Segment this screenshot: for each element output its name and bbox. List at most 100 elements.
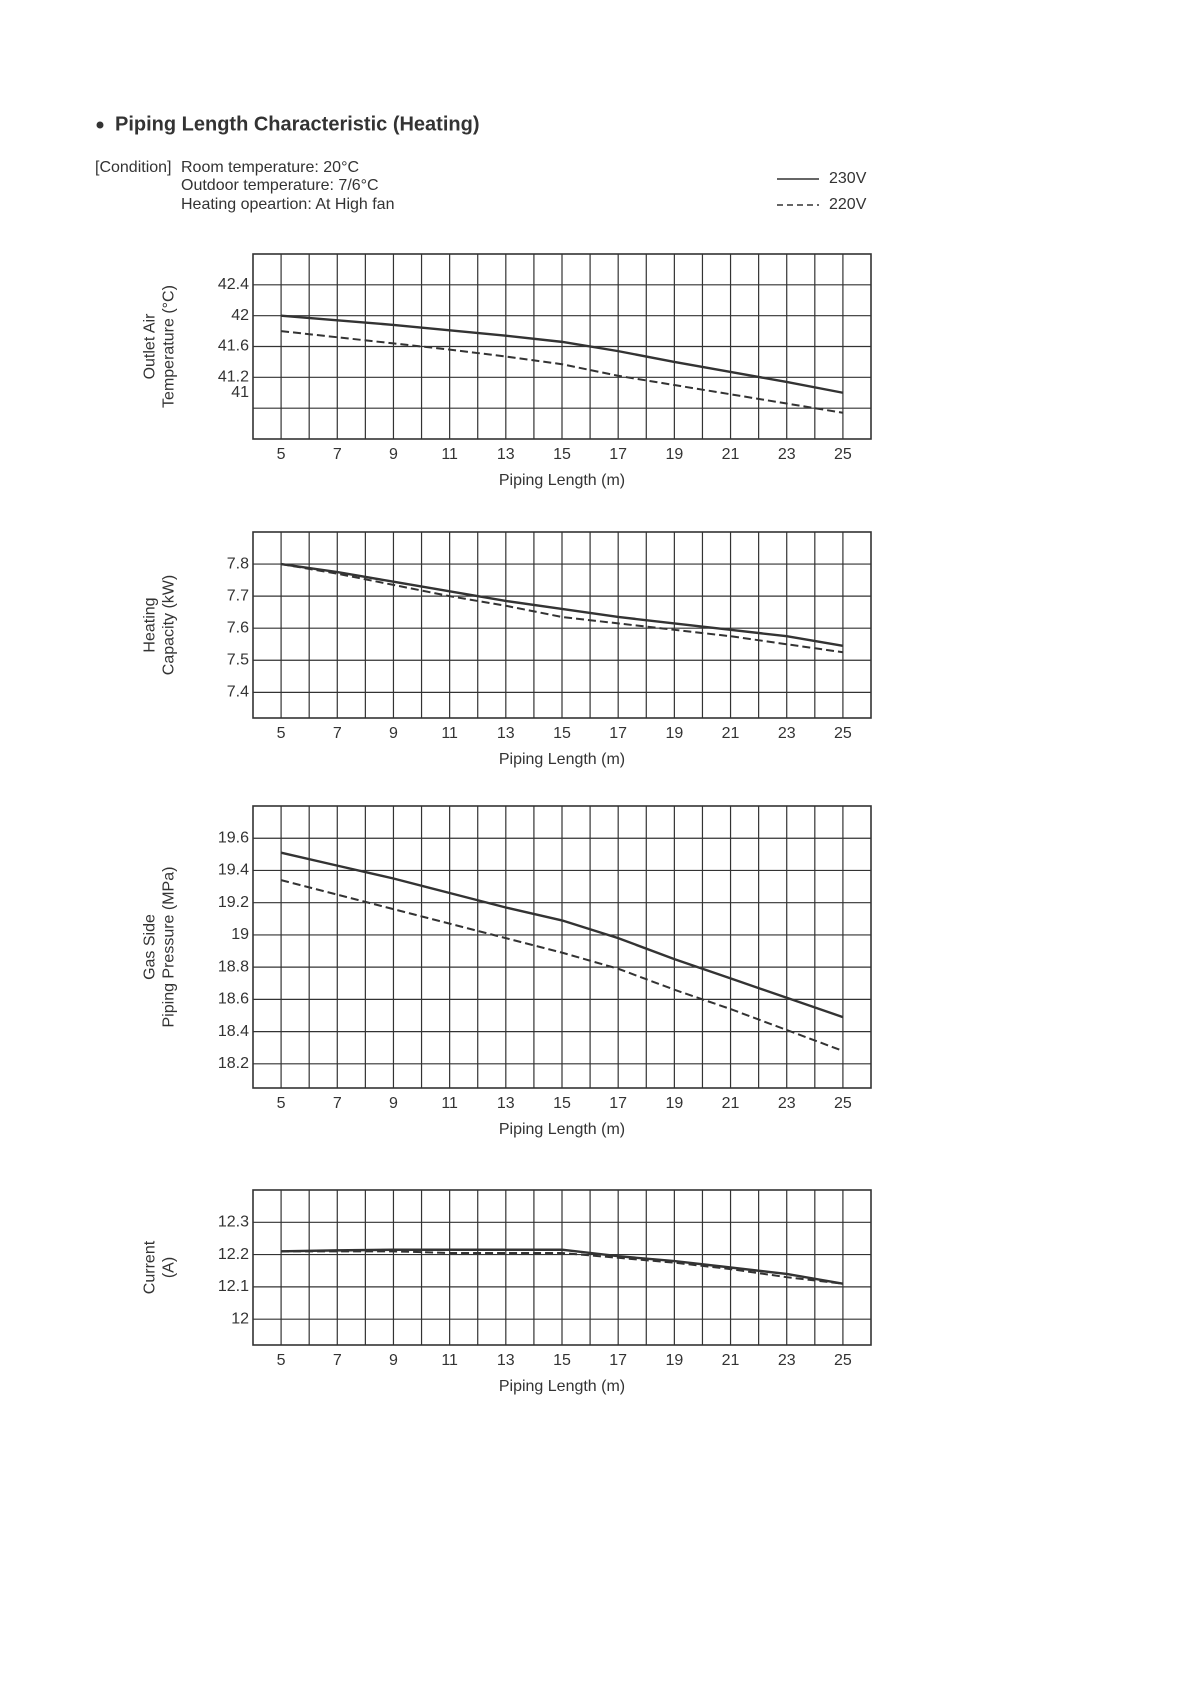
x-tick-label: 15 [553,1352,571,1369]
x-axis-title: Piping Length (m) [499,751,625,768]
y-tick-label: 18.6 [218,991,249,1008]
x-tick-label: 5 [277,446,286,463]
x-tick-label: 5 [277,725,286,742]
x-tick-label: 9 [389,446,398,463]
x-tick-label: 17 [609,446,627,463]
x-tick-label: 21 [722,725,740,742]
y-tick-label: 7.5 [227,651,249,668]
x-tick-label: 7 [333,446,342,463]
y-tick-label: 12.2 [218,1246,249,1263]
condition-line: Room temperature: 20°C [181,159,359,176]
y-tick-label: 41.2 [218,369,249,386]
x-tick-label: 21 [722,1352,740,1369]
x-tick-label: 5 [277,1095,286,1112]
y-axis-title: Outlet Air [142,313,159,379]
y-tick-label: 41 [231,384,249,401]
y-tick-label: 19 [231,926,249,943]
y-tick-label: 12 [231,1310,249,1327]
y-tick-label: 7.7 [227,587,249,604]
y-axis-title: Piping Pressure (MPa) [161,867,178,1028]
plot-frame [252,531,872,719]
x-tick-label: 15 [553,1095,571,1112]
x-tick-label: 23 [778,1095,796,1112]
y-tick-label: 12.1 [218,1278,249,1295]
x-tick-label: 13 [497,725,515,742]
series-line [281,1250,844,1285]
y-tick-label: 18.2 [218,1055,249,1072]
x-axis-title: Piping Length (m) [499,1121,625,1138]
y-tick-label: 12.3 [218,1214,249,1231]
x-tick-label: 19 [665,1352,683,1369]
y-tick-label: 42 [231,307,249,324]
y-tick-label: 19.2 [218,894,249,911]
x-tick-label: 25 [834,446,852,463]
legend-label: 220V [829,196,867,213]
series-line [280,879,844,1052]
legend-label: 230V [829,170,867,187]
y-tick-label: 19.4 [218,862,249,879]
y-tick-label: 18.4 [218,1023,249,1040]
condition-line: Heating opeartion: At High fan [181,196,394,213]
x-tick-label: 19 [665,725,683,742]
y-axis-title: Gas Side [142,914,159,980]
y-tick-label: 7.4 [227,684,249,701]
page-title: Piping Length Characteristic (Heating) [115,113,479,135]
x-tick-label: 25 [834,725,852,742]
x-tick-label: 7 [333,725,342,742]
x-tick-label: 23 [778,1352,796,1369]
y-axis-title: Temperature (°C) [161,285,178,408]
series-line [281,1248,844,1285]
x-tick-label: 9 [389,1352,398,1369]
series-line [280,330,844,414]
plot-frame [252,805,872,1089]
x-tick-label: 15 [553,446,571,463]
x-tick-label: 25 [834,1095,852,1112]
x-tick-label: 21 [722,1095,740,1112]
y-axis-title: Capacity (kW) [161,575,178,675]
x-tick-label: 11 [441,1095,458,1112]
x-tick-label: 11 [441,446,458,463]
x-tick-label: 7 [333,1095,342,1112]
x-tick-label: 13 [497,1352,515,1369]
plot-frame [252,253,872,440]
condition-label: [Condition] [95,159,172,176]
condition-line: Outdoor temperature: 7/6°C [181,177,379,194]
x-tick-label: 11 [441,1352,458,1369]
x-tick-label: 11 [441,725,458,742]
x-tick-label: 17 [609,1352,627,1369]
x-tick-label: 5 [277,1352,286,1369]
x-tick-label: 13 [497,1095,515,1112]
x-tick-label: 13 [497,446,515,463]
series-line [280,563,844,654]
x-axis-title: Piping Length (m) [499,1378,625,1395]
x-tick-label: 15 [553,725,571,742]
x-tick-label: 17 [609,1095,627,1112]
y-tick-label: 41.6 [218,338,249,355]
x-tick-label: 17 [609,725,627,742]
y-tick-label: 19.6 [218,829,249,846]
x-tick-label: 7 [333,1352,342,1369]
x-axis-title: Piping Length (m) [499,472,625,489]
x-tick-label: 19 [665,1095,683,1112]
y-tick-label: 7.8 [227,555,249,572]
x-tick-label: 19 [665,446,683,463]
y-tick-label: 18.8 [218,958,249,975]
series-line [280,314,844,394]
y-tick-label: 42.4 [218,276,249,293]
bullet [96,121,104,129]
x-tick-label: 9 [389,1095,398,1112]
x-tick-label: 25 [834,1352,852,1369]
x-tick-label: 21 [722,446,740,463]
y-axis-title: (A) [161,1257,178,1278]
x-tick-label: 23 [778,725,796,742]
x-tick-label: 9 [389,725,398,742]
series-line [280,851,844,1019]
y-axis-title: Heating [142,597,159,652]
series-line [280,562,844,648]
y-axis-title: Current [142,1240,159,1294]
y-tick-label: 7.6 [227,619,249,636]
x-tick-label: 23 [778,446,796,463]
plot-frame [252,1189,872,1346]
